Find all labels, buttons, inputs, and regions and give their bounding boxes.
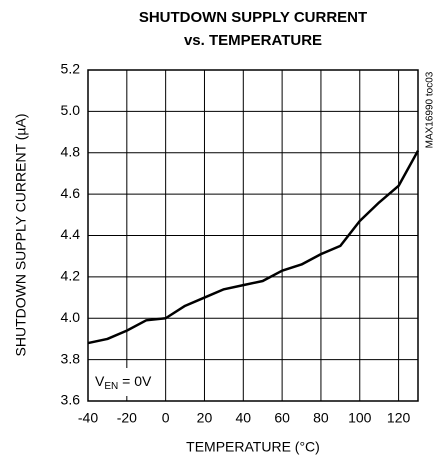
y-tick-label: 4.0 [61,309,81,325]
annotation-part: = 0V [118,373,152,389]
data-line [87,150,420,345]
x-tick-label: 80 [313,410,329,426]
x-tick-label: 0 [162,410,170,426]
y-tick-label: 4.4 [61,226,81,242]
x-tick-label: -40 [78,410,98,426]
side-note: MAX16990 toc03 [425,71,436,148]
y-tick-label: 3.8 [61,350,81,366]
x-axis-label: TEMPERATURE (°C) [186,439,320,455]
x-tick-label: 60 [274,410,290,426]
x-tick-label: 40 [236,410,252,426]
y-tick-label: 4.8 [61,143,81,159]
annotation-part: EN [104,381,118,392]
y-tick-label: 5.2 [61,61,81,77]
x-tick-label: 120 [387,410,411,426]
x-tick-label: 20 [197,410,213,426]
annotation-part: V [95,373,105,389]
annotation: VEN = 0V [95,373,152,392]
y-axis-label: SHUTDOWN SUPPLY CURRENT (µA) [13,114,29,357]
chart-title: SHUTDOWN SUPPLY CURRENT [139,9,367,26]
y-tick-label: 4.2 [61,268,81,284]
x-tick-label: 100 [348,410,372,426]
y-tick-label: 4.6 [61,185,81,201]
y-tick-label: 5.0 [61,102,81,118]
y-tick-label: 3.6 [61,392,81,408]
annotation-box [90,368,160,396]
chart-title: vs. TEMPERATURE [184,32,322,49]
plot-frame [87,69,419,402]
x-tick-label: -20 [117,410,137,426]
